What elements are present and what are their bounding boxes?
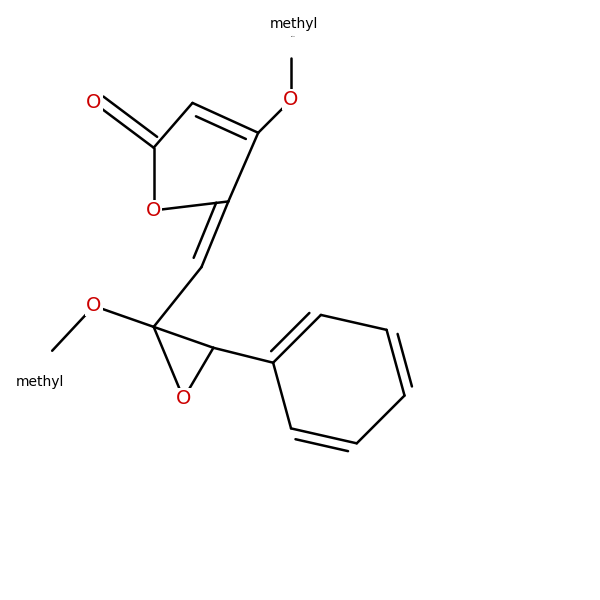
Text: methyl: methyl (300, 57, 305, 58)
Text: O: O (146, 201, 161, 220)
Text: methyl: methyl (16, 374, 64, 389)
Text: methyl: methyl (291, 36, 296, 37)
Text: O: O (86, 94, 101, 112)
Text: O: O (86, 296, 101, 316)
Text: O: O (176, 389, 191, 408)
Text: O: O (283, 91, 299, 109)
Text: methyl: methyl (270, 17, 318, 31)
